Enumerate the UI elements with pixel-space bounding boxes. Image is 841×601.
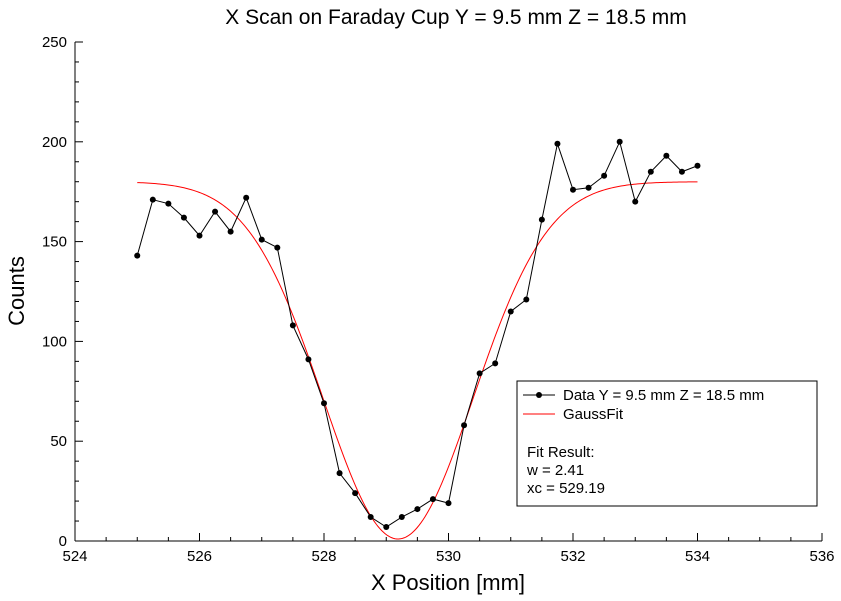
data-point (476, 370, 483, 377)
data-point (461, 422, 468, 429)
data-point (149, 196, 156, 203)
data-point (165, 200, 172, 207)
x-tick-label: 526 (187, 548, 212, 565)
axes: 524 526 528 530 532 534 536 0 50 100 150 200 250 (42, 34, 835, 565)
x-tick-label: 524 (62, 548, 87, 565)
data-point (507, 308, 514, 315)
y-tick-label: 100 (42, 333, 67, 350)
fit-xc-value: xc = 529.19 (527, 480, 605, 497)
data-point (336, 470, 343, 477)
legend-data-label: Data Y = 9.5 mm Z = 18.5 mm (563, 387, 764, 404)
fit-result-label: Fit Result: (527, 444, 595, 461)
data-point (258, 236, 265, 243)
y-tick-label: 150 (42, 234, 67, 251)
data-point (694, 162, 701, 169)
data-point (570, 186, 576, 193)
data-point (274, 244, 281, 251)
data-point (212, 208, 219, 215)
data-point (321, 400, 327, 407)
data-point (305, 356, 312, 363)
data-point (492, 360, 499, 367)
data-point (429, 496, 436, 503)
legend-fit-label: GaussFit (563, 406, 624, 423)
gauss-fit-group (137, 181, 698, 540)
y-tick-label: 250 (42, 34, 67, 51)
data-point (523, 296, 530, 303)
y-tick-label: 200 (42, 134, 67, 151)
data-point (585, 184, 592, 191)
x-tick-label: 530 (436, 548, 461, 565)
x-tick-label: 532 (560, 548, 585, 565)
x-tick-label: 536 (809, 548, 834, 565)
data-point (227, 228, 234, 235)
data-point (289, 322, 296, 329)
x-tick-label: 528 (311, 548, 336, 565)
data-point (383, 524, 390, 531)
gauss-fit-line (137, 181, 698, 540)
data-point (632, 198, 639, 205)
data-point (601, 172, 608, 179)
data-point (678, 168, 685, 175)
data-point (538, 216, 545, 223)
data-point (663, 152, 670, 159)
legend: Data Y = 9.5 mm Z = 18.5 mm GaussFit Fit… (516, 380, 818, 507)
data-point (554, 140, 561, 147)
data-series-group (134, 138, 701, 531)
legend-data-marker (536, 392, 542, 398)
x-axis-label: X Position [mm] (371, 570, 525, 595)
data-point (414, 506, 421, 513)
data-point (352, 490, 359, 497)
data-point (647, 168, 654, 175)
chart-title: X Scan on Faraday Cup Y = 9.5 mm Z = 18.… (225, 6, 686, 29)
data-point (367, 514, 374, 521)
y-axis-label: Counts (4, 256, 29, 326)
x-tick-label: 534 (685, 548, 710, 565)
y-tick-label: 50 (50, 433, 67, 450)
data-point (180, 214, 187, 221)
data-point (616, 138, 623, 145)
data-point (134, 252, 141, 259)
data-point (243, 194, 250, 201)
data-point (398, 514, 405, 521)
y-tick-label: 0 (59, 533, 67, 550)
legend-box (516, 380, 818, 507)
data-point (196, 232, 203, 239)
data-point (445, 500, 452, 507)
fit-w-value: w = 2.41 (526, 462, 584, 479)
